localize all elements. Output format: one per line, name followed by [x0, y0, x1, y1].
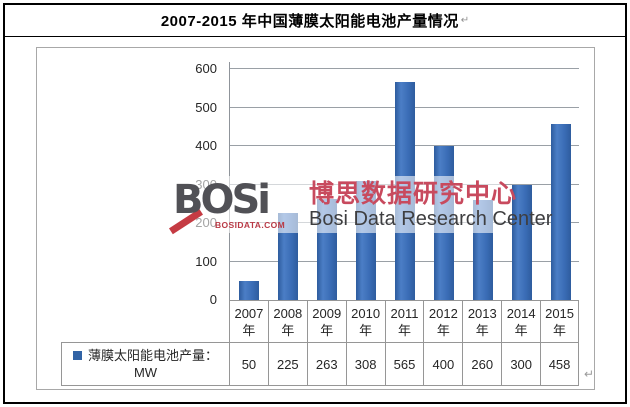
trailing-paragraph-mark-icon: ↵	[584, 367, 595, 381]
legend-label-line2: MW	[133, 365, 158, 380]
year-cell-2007: 2007 年	[229, 300, 268, 342]
legend-label-line1: 薄膜太阳能电池产量：	[72, 347, 218, 364]
value-cell-2013: 260	[462, 342, 502, 386]
value-cell-2015: 458	[540, 342, 579, 386]
bosi-domain-text: BOSIDATA.COM	[215, 220, 286, 230]
year-cell-2013: 2013 年	[462, 300, 502, 342]
value-cell-2007: 50	[229, 342, 268, 386]
year-cell-2012: 2012 年	[423, 300, 463, 342]
title-box: 2007-2015 年中国薄膜太阳能电池产量情况 ↵	[3, 3, 627, 38]
year-cell-2009: 2009 年	[306, 300, 346, 342]
legend-marker-icon	[72, 351, 82, 360]
y-tick-0: 0	[209, 292, 217, 307]
value-cell-2010: 308	[345, 342, 385, 386]
y-tick-100: 100	[195, 253, 217, 269]
bar-2007	[239, 280, 260, 300]
value-cell-2011: 565	[384, 342, 424, 386]
legend-cell: 薄膜太阳能电池产量： MW	[61, 342, 229, 386]
chart-data-table: 薄膜太阳能电池产量： MW 2007 年 2008 年 2009 年 2010 年 2011 年 2…	[61, 300, 579, 386]
page-title: 2007-2015 年中国薄膜太阳能电池产量情况	[160, 13, 459, 30]
gridline-600	[230, 68, 579, 69]
y-tick-600: 600	[195, 61, 217, 76]
watermark-text-block: 博思数据研究中心 Bosi Data Research Center	[309, 179, 552, 231]
year-cell-2011: 2011 年	[384, 300, 424, 342]
y-tick-500: 500	[195, 99, 217, 115]
value-cell-2008: 225	[267, 342, 307, 386]
value-cell-2012: 400	[423, 342, 463, 386]
y-tick-400: 400	[195, 138, 217, 153]
year-cell-2015: 2015 年	[540, 300, 579, 342]
year-cell-2010: 2010 年	[345, 300, 385, 342]
watermark-english-text: Bosi Data Research Center	[309, 207, 553, 230]
bosi-logo: BOSi BOSIDATA.COM	[168, 176, 309, 235]
year-cell-2008: 2008 年	[267, 300, 307, 342]
paragraph-mark-icon: ↵	[460, 15, 470, 26]
watermark: BOSi BOSIDATA.COM 博思数据研究中心 Bosi Data Res…	[168, 176, 552, 235]
bar-2014	[511, 184, 532, 300]
year-cell-2014: 2014 年	[501, 300, 541, 342]
bosi-logo-text: BOSi	[173, 177, 271, 223]
value-cell-2014: 300	[501, 342, 541, 386]
bar-2015	[550, 123, 571, 300]
bar-2008	[278, 213, 299, 300]
watermark-chinese-text: 博思数据研究中心	[309, 179, 518, 208]
value-cell-2009: 263	[306, 342, 346, 386]
